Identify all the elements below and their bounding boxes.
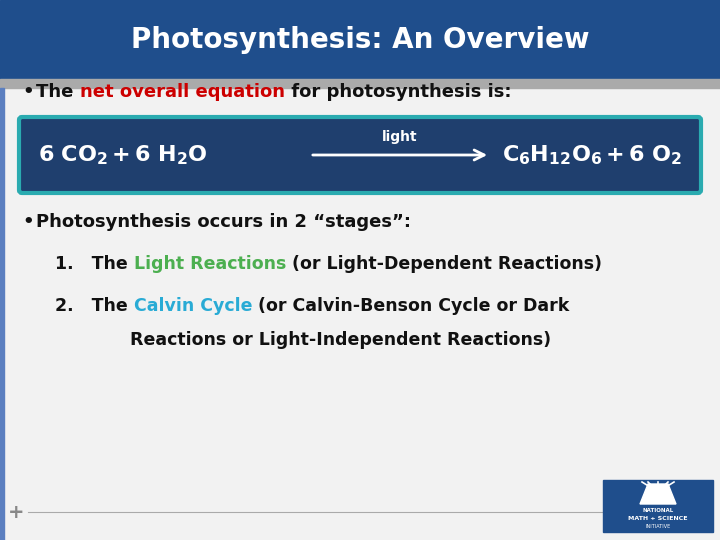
Text: for photosynthesis is:: for photosynthesis is:	[284, 83, 511, 101]
Text: (or Light-Dependent Reactions): (or Light-Dependent Reactions)	[286, 255, 602, 273]
Bar	[0, 79, 720, 88]
Text: +: +	[8, 503, 24, 522]
Text: $\mathbf{C_6H_{12}O_6 + 6\ O_2}$: $\mathbf{C_6H_{12}O_6 + 6\ O_2}$	[502, 143, 683, 167]
Text: Photosynthesis occurs in 2 “stages”:: Photosynthesis occurs in 2 “stages”:	[36, 213, 411, 231]
Text: Reactions or Light-Independent Reactions): Reactions or Light-Independent Reactions…	[130, 331, 551, 349]
Bar	[603, 480, 713, 532]
Bar	[0, 88, 4, 540]
Text: Calvin Cycle: Calvin Cycle	[134, 297, 252, 315]
Text: net overall equation: net overall equation	[80, 83, 284, 101]
Text: NATIONAL: NATIONAL	[642, 508, 674, 512]
Text: •: •	[22, 83, 34, 101]
Text: Light Reactions: Light Reactions	[134, 255, 286, 273]
Text: 2.   The: 2. The	[55, 297, 134, 315]
Text: •: •	[22, 213, 34, 231]
Polygon shape	[640, 484, 676, 504]
FancyBboxPatch shape	[19, 117, 701, 193]
Bar	[0, 0, 720, 79]
Text: INITIATIVE: INITIATIVE	[645, 523, 670, 529]
Text: light: light	[382, 130, 418, 144]
Text: MATH + SCIENCE: MATH + SCIENCE	[629, 516, 688, 521]
Text: $\mathbf{6\ CO_2 + 6\ H_2O}$: $\mathbf{6\ CO_2 + 6\ H_2O}$	[38, 143, 208, 167]
Text: The: The	[36, 83, 80, 101]
Text: 1.   The: 1. The	[55, 255, 134, 273]
Text: (or Calvin-Benson Cycle or Dark: (or Calvin-Benson Cycle or Dark	[252, 297, 570, 315]
Text: Photosynthesis: An Overview: Photosynthesis: An Overview	[131, 25, 589, 53]
